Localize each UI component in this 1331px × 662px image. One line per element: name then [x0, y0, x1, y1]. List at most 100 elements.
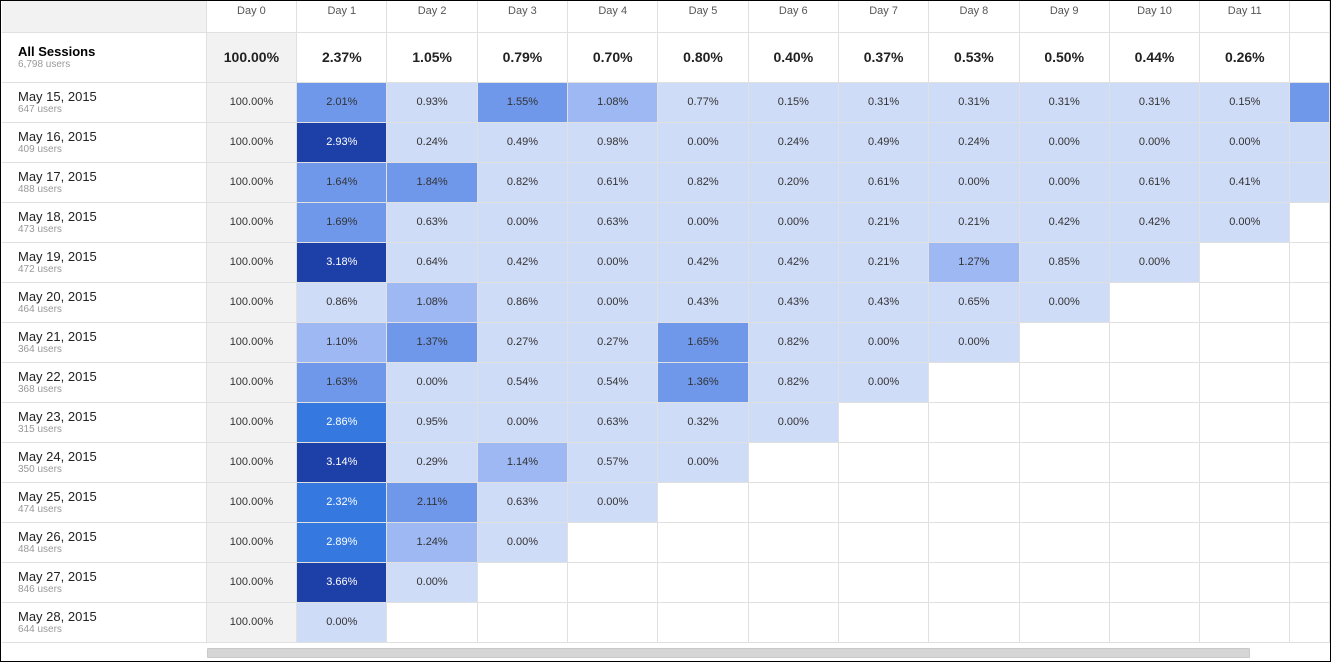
- retention-cell: 0.65%: [928, 282, 1020, 323]
- retention-cell: 0.86%: [477, 282, 569, 323]
- retention-cell: 100.00%: [206, 562, 298, 603]
- day-header-overflow: [1289, 1, 1330, 33]
- day-header: Day 3: [477, 1, 569, 33]
- retention-cell: 0.00%: [477, 522, 569, 563]
- empty-cell: [1109, 522, 1201, 563]
- retention-cell: 0.95%: [386, 402, 478, 443]
- empty-cell: [1109, 402, 1201, 443]
- overflow-cell: [1289, 122, 1330, 163]
- retention-cell: 0.98%: [567, 122, 659, 163]
- cohort-row: May 27, 2015 846 users 100.00% 3.66% 0.00%: [2, 562, 1330, 603]
- retention-cell: 0.00%: [386, 362, 478, 403]
- retention-cell: 0.82%: [477, 162, 569, 203]
- retention-cell: 0.00%: [657, 442, 749, 483]
- empty-cell: [1019, 402, 1110, 443]
- retention-cell: 0.49%: [477, 122, 569, 163]
- empty-cell: [477, 562, 569, 603]
- empty-cell: [567, 522, 659, 563]
- cohort-users: 474 users: [18, 504, 62, 515]
- retention-cell: 0.00%: [477, 202, 569, 243]
- day-header: Day 7: [838, 1, 930, 33]
- retention-cell: 2.01%: [296, 82, 388, 123]
- day-header: Day 1: [296, 1, 388, 33]
- empty-cell: [1019, 442, 1110, 483]
- empty-cell: [928, 482, 1020, 523]
- day-header-row: Day 0 Day 1 Day 2 Day 3 Day 4 Day 5 Day …: [2, 1, 1330, 33]
- retention-cell: 1.84%: [386, 162, 478, 203]
- total-value: 0.70%: [567, 32, 659, 83]
- all-sessions-title: All Sessions: [18, 44, 96, 59]
- cohort-users: 350 users: [18, 464, 62, 475]
- empty-cell: [1199, 402, 1291, 443]
- empty-cell: [1199, 242, 1291, 283]
- cohort-row: May 24, 2015 350 users 100.00% 3.14% 0.29% 1.…: [2, 442, 1330, 483]
- empty-cell: [838, 442, 930, 483]
- retention-cell: 0.31%: [838, 82, 930, 123]
- retention-cell: 0.00%: [1019, 162, 1110, 203]
- cohort-users: 644 users: [18, 624, 62, 635]
- overflow-cell: [1289, 82, 1330, 123]
- retention-cell: 0.00%: [928, 162, 1020, 203]
- retention-cell: 0.63%: [567, 202, 659, 243]
- empty-cell: [928, 562, 1020, 603]
- retention-cell: 0.32%: [657, 402, 749, 443]
- retention-cell: 0.57%: [567, 442, 659, 483]
- retention-cell: 100.00%: [206, 162, 298, 203]
- retention-cell: 1.10%: [296, 322, 388, 363]
- retention-cell: 0.00%: [928, 322, 1020, 363]
- cohort-date: May 25, 2015: [18, 489, 97, 504]
- cohort-users: 409 users: [18, 144, 62, 155]
- retention-cell: 0.63%: [386, 202, 478, 243]
- empty-cell: [748, 522, 839, 563]
- empty-cell: [928, 402, 1020, 443]
- empty-cell: [657, 482, 749, 523]
- cohort-label: May 20, 2015 464 users: [2, 282, 207, 323]
- empty-cell: [1109, 322, 1201, 363]
- retention-cell: 0.00%: [1109, 122, 1201, 163]
- retention-cell: 0.27%: [477, 322, 569, 363]
- cohort-row: May 25, 2015 474 users 100.00% 2.32% 2.11% 0.…: [2, 482, 1330, 523]
- empty-cell: [1109, 482, 1201, 523]
- all-sessions-row: All Sessions 6,798 users 100.00% 2.37% 1…: [2, 32, 1330, 83]
- retention-cell: 1.63%: [296, 362, 388, 403]
- cohort-label: May 15, 2015 647 users: [2, 82, 207, 123]
- retention-cell: 0.00%: [386, 562, 478, 603]
- retention-cell: 0.43%: [838, 282, 930, 323]
- retention-cell: 0.61%: [1109, 162, 1201, 203]
- retention-cell: 0.42%: [1109, 202, 1201, 243]
- cohort-row: May 22, 2015 368 users 100.00% 1.63% 0.00% 0.…: [2, 362, 1330, 403]
- day-header: Day 8: [928, 1, 1020, 33]
- total-value: 0.37%: [838, 32, 930, 83]
- day-header: Day 5: [657, 1, 749, 33]
- horizontal-scrollbar[interactable]: [207, 648, 1250, 658]
- retention-cell: 0.42%: [748, 242, 839, 283]
- empty-cell: [748, 602, 839, 643]
- cohort-row: May 26, 2015 484 users 100.00% 2.89% 1.24% 0.…: [2, 522, 1330, 563]
- retention-cell: 0.24%: [386, 122, 478, 163]
- retention-cell: 0.82%: [657, 162, 749, 203]
- retention-cell: 0.00%: [1199, 122, 1291, 163]
- retention-cell: 0.27%: [567, 322, 659, 363]
- overflow-cell: [1289, 282, 1330, 323]
- cohort-date: May 19, 2015: [18, 249, 97, 264]
- empty-cell: [748, 482, 839, 523]
- cohort-label: May 28, 2015 644 users: [2, 602, 207, 643]
- day-header: Day 6: [748, 1, 839, 33]
- cohort-users: 464 users: [18, 304, 62, 315]
- retention-cell: 1.55%: [477, 82, 569, 123]
- cohort-users: 846 users: [18, 584, 62, 595]
- retention-cell: 0.00%: [657, 202, 749, 243]
- cohort-date: May 18, 2015: [18, 209, 97, 224]
- retention-cell: 0.21%: [928, 202, 1020, 243]
- retention-cell: 0.63%: [567, 402, 659, 443]
- cohort-label: May 26, 2015 484 users: [2, 522, 207, 563]
- retention-cell: 100.00%: [206, 282, 298, 323]
- overflow-cell: [1289, 202, 1330, 243]
- cohort-users: 647 users: [18, 104, 62, 115]
- empty-cell: [928, 362, 1020, 403]
- retention-cell: 100.00%: [206, 122, 298, 163]
- retention-cell: 0.15%: [1199, 82, 1291, 123]
- empty-cell: [748, 562, 839, 603]
- cohort-date: May 16, 2015: [18, 129, 97, 144]
